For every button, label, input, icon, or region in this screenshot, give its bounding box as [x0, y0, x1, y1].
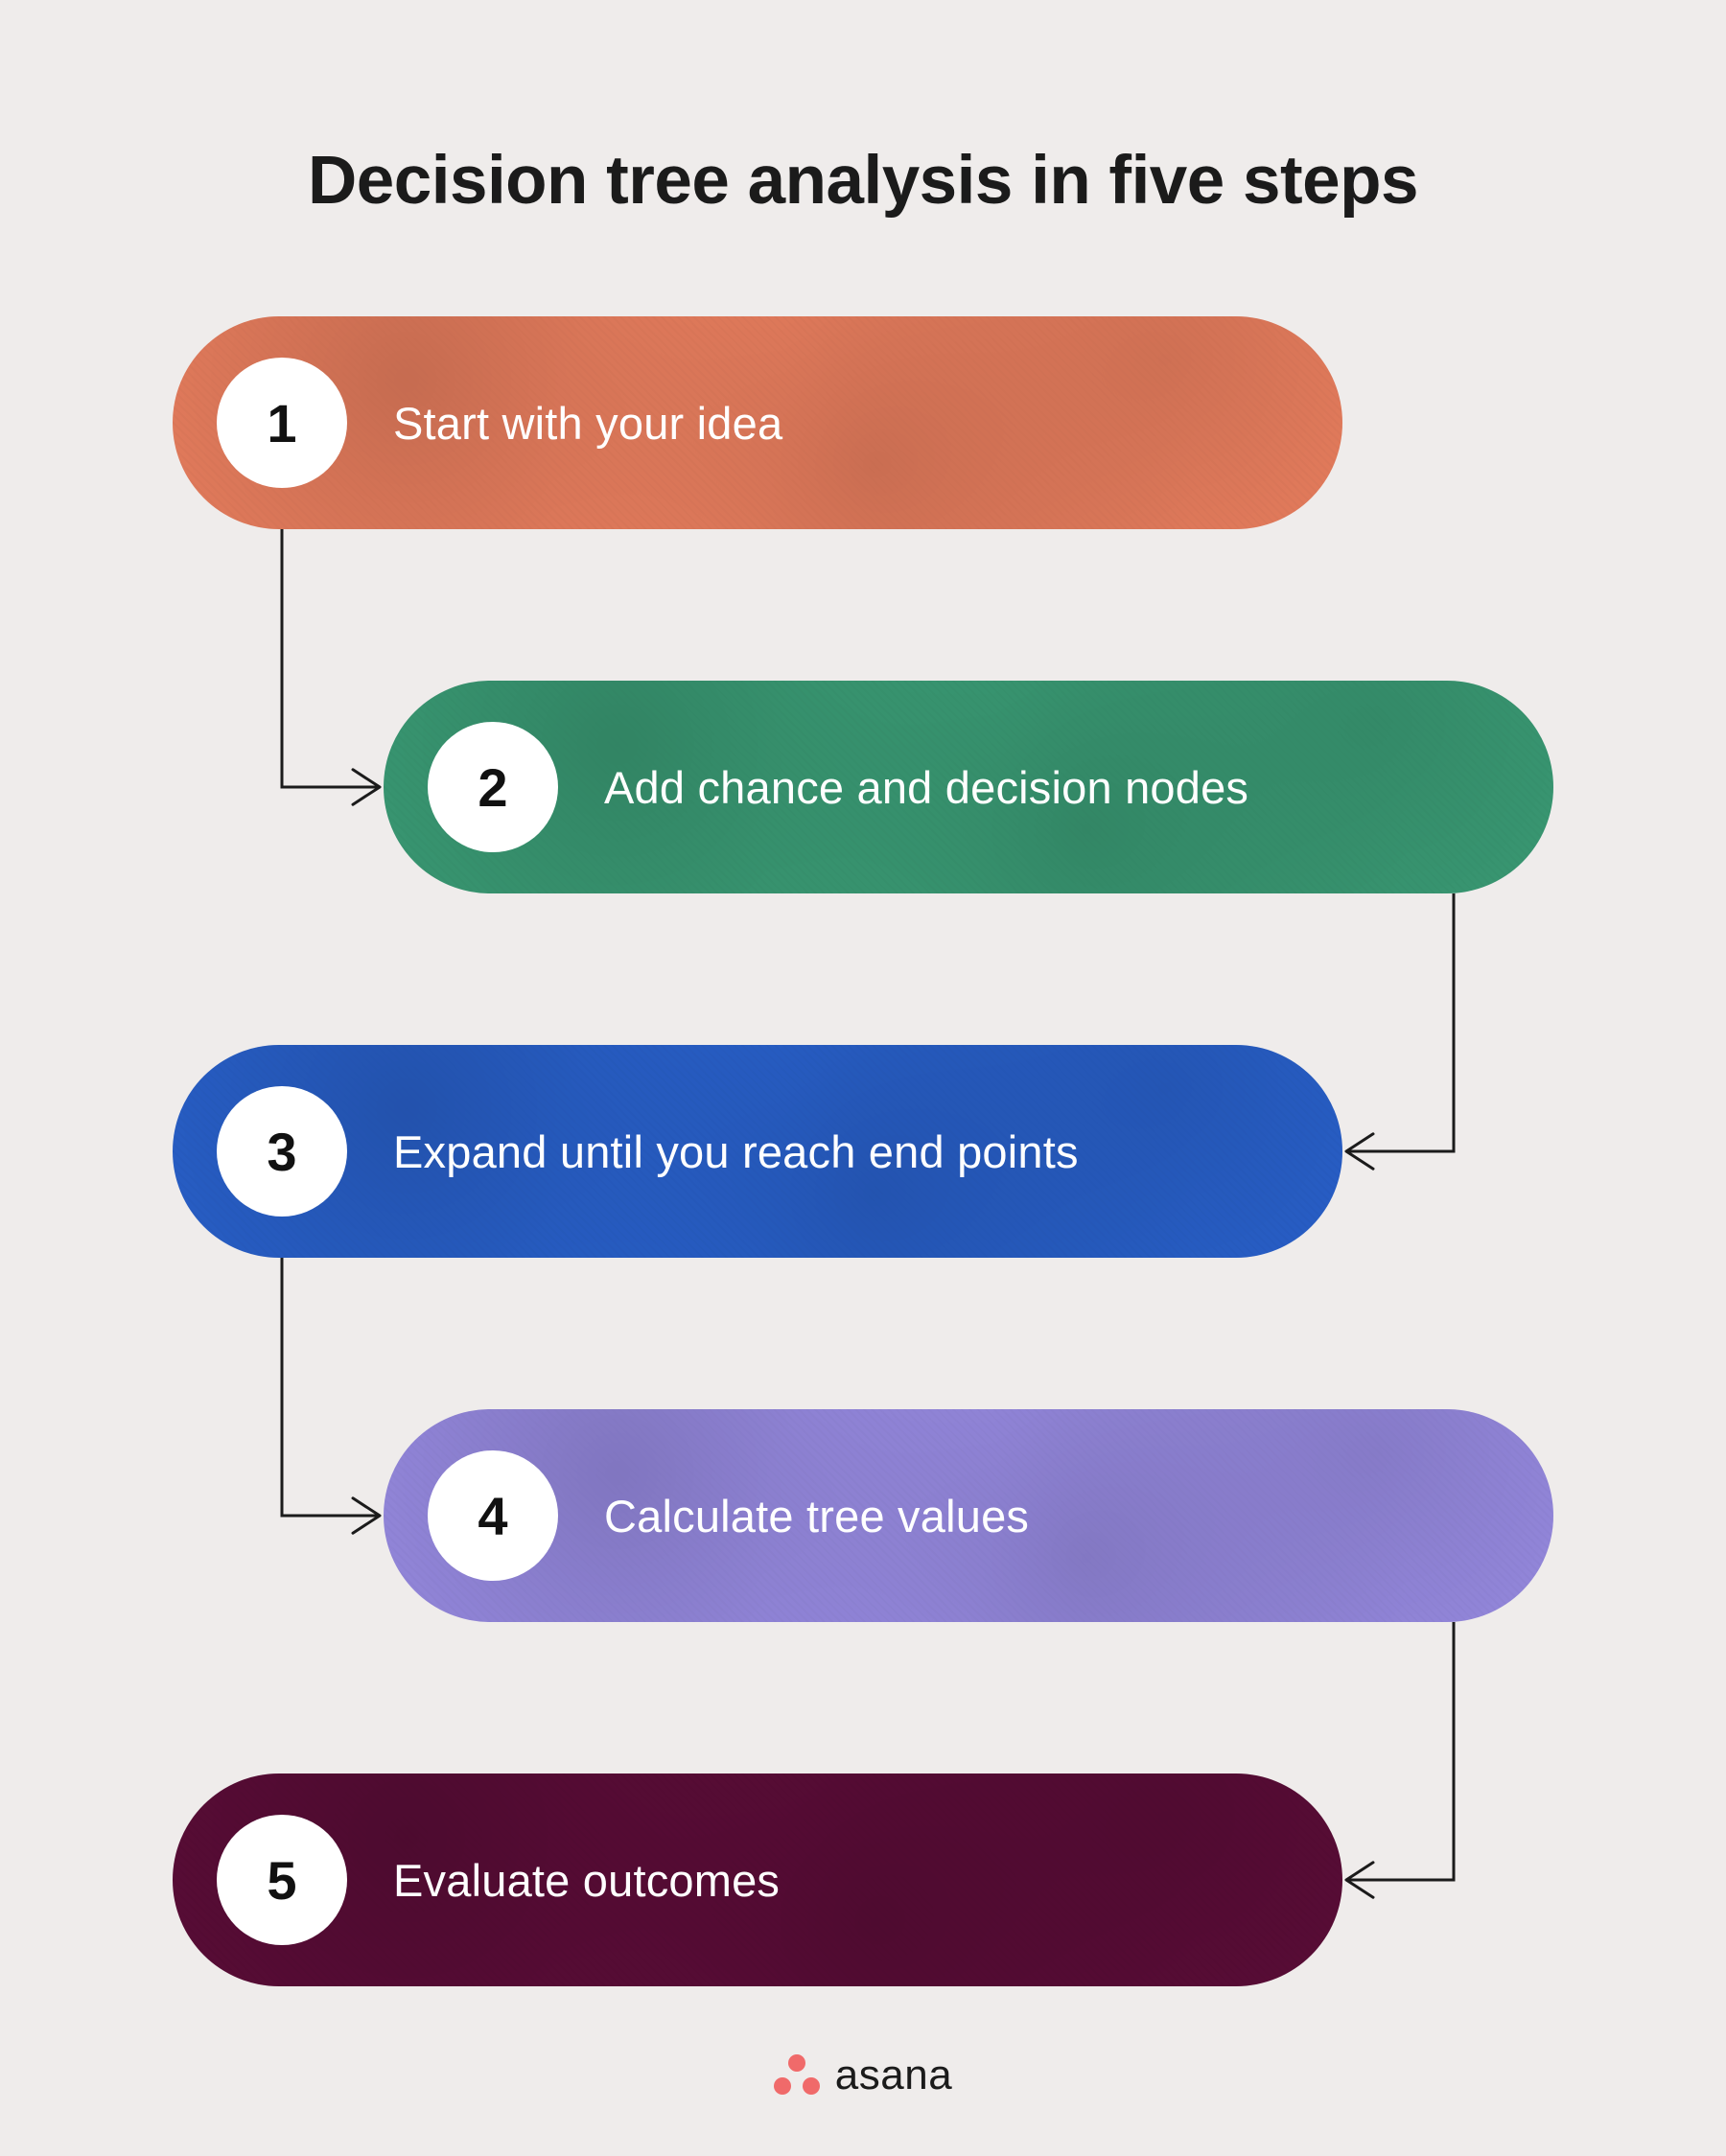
step-4-pill: 4 Calculate tree values [384, 1409, 1553, 1622]
step-2-pill: 2 Add chance and decision nodes [384, 681, 1553, 893]
step-1-pill: 1 Start with your idea [173, 316, 1342, 529]
step-number-badge: 2 [428, 722, 558, 852]
step-3-pill: 3 Expand until you reach end points [173, 1045, 1342, 1258]
brand-text: asana [835, 2052, 952, 2099]
step-number-badge: 5 [217, 1815, 347, 1945]
step-number: 4 [478, 1485, 507, 1547]
step-number: 3 [267, 1121, 296, 1183]
step-label: Add chance and decision nodes [604, 761, 1248, 814]
asana-dots-icon [774, 2054, 820, 2097]
step-number-badge: 3 [217, 1086, 347, 1217]
step-label: Expand until you reach end points [393, 1125, 1079, 1178]
step-number: 2 [478, 756, 507, 819]
step-number-badge: 4 [428, 1450, 558, 1581]
step-label: Start with your idea [393, 397, 782, 450]
step-number-badge: 1 [217, 358, 347, 488]
step-number: 1 [267, 392, 296, 454]
page-title: Decision tree analysis in five steps [0, 142, 1726, 220]
step-5-pill: 5 Evaluate outcomes [173, 1773, 1342, 1986]
step-label: Calculate tree values [604, 1490, 1029, 1542]
infographic-canvas: Decision tree analysis in five steps 1 S… [0, 0, 1726, 2156]
brand-logo: asana [0, 2052, 1726, 2099]
step-number: 5 [267, 1849, 296, 1912]
step-label: Evaluate outcomes [393, 1854, 780, 1907]
